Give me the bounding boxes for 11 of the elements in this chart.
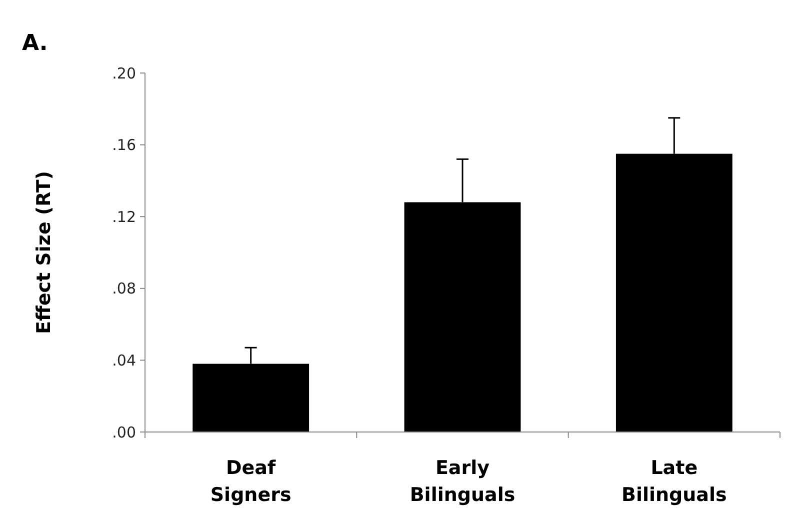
x-tick-label: Late Bilinguals [622,457,727,506]
y-tick-label: .20 [112,64,136,82]
y-tick-label: .08 [112,280,136,298]
y-tick-label: .00 [112,423,136,442]
y-tick-label: .04 [112,351,136,370]
chart-title: A. [22,31,48,56]
x-tick-label: Deaf Signers [210,457,292,506]
y-axis-title: Effect Size (RT) [33,170,55,334]
y-tick-label: .16 [112,136,136,154]
x-tick-label: Early Bilinguals [410,457,516,506]
y-tick-label: .12 [112,208,136,226]
